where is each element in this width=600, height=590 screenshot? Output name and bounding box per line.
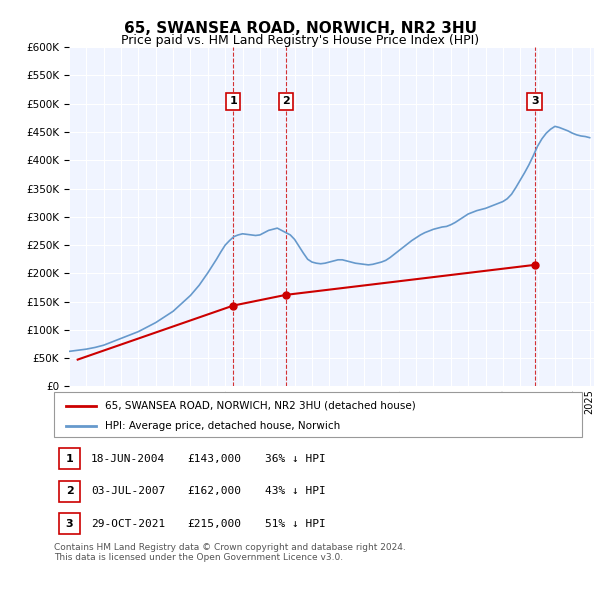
- Text: 2: 2: [282, 97, 290, 106]
- Text: Contains HM Land Registry data © Crown copyright and database right 2024.
This d: Contains HM Land Registry data © Crown c…: [54, 543, 406, 562]
- Text: 3: 3: [531, 97, 538, 106]
- Text: 65, SWANSEA ROAD, NORWICH, NR2 3HU (detached house): 65, SWANSEA ROAD, NORWICH, NR2 3HU (deta…: [105, 401, 416, 411]
- Text: 1: 1: [229, 97, 237, 106]
- Point: [281, 290, 291, 300]
- Text: 2: 2: [66, 486, 73, 496]
- Text: 43% ↓ HPI: 43% ↓ HPI: [265, 486, 326, 496]
- Text: 3: 3: [66, 519, 73, 529]
- Text: Price paid vs. HM Land Registry's House Price Index (HPI): Price paid vs. HM Land Registry's House …: [121, 34, 479, 47]
- Text: HPI: Average price, detached house, Norwich: HPI: Average price, detached house, Norw…: [105, 421, 340, 431]
- Text: £162,000: £162,000: [187, 486, 241, 496]
- Text: £143,000: £143,000: [187, 454, 241, 464]
- Point: [229, 301, 238, 310]
- Text: 1: 1: [66, 454, 73, 464]
- Text: 36% ↓ HPI: 36% ↓ HPI: [265, 454, 326, 464]
- Point: [530, 260, 539, 270]
- Text: 03-JUL-2007: 03-JUL-2007: [91, 486, 166, 496]
- Text: 51% ↓ HPI: 51% ↓ HPI: [265, 519, 326, 529]
- Text: 65, SWANSEA ROAD, NORWICH, NR2 3HU: 65, SWANSEA ROAD, NORWICH, NR2 3HU: [124, 21, 476, 35]
- Text: 29-OCT-2021: 29-OCT-2021: [91, 519, 166, 529]
- Text: £215,000: £215,000: [187, 519, 241, 529]
- Text: 18-JUN-2004: 18-JUN-2004: [91, 454, 166, 464]
